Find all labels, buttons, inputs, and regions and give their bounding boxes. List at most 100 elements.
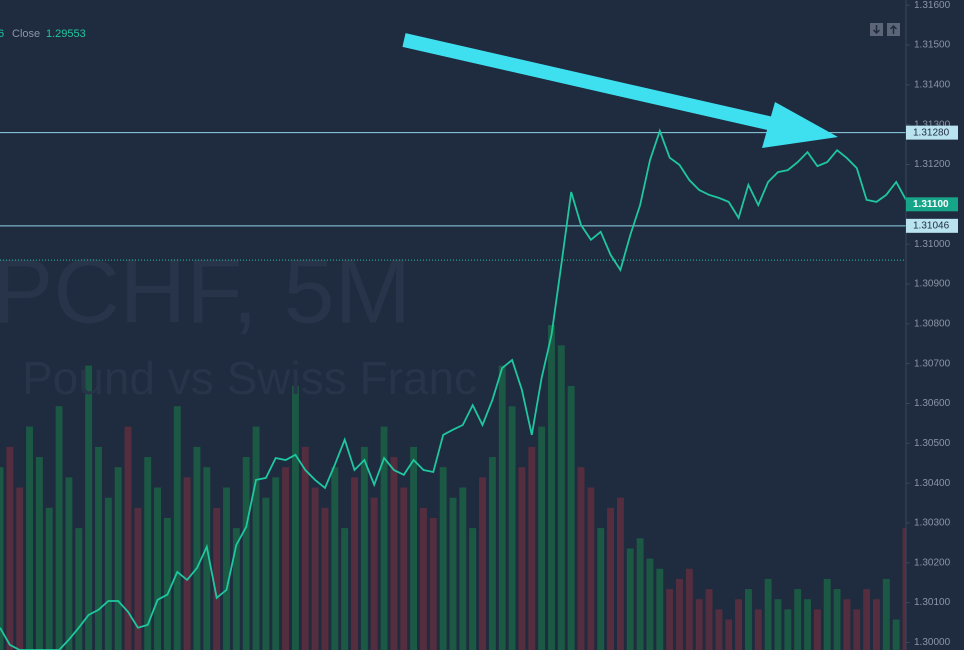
volume-bar	[203, 467, 211, 650]
y-tick-label: 1.30700	[914, 358, 951, 369]
volume-bar	[282, 467, 290, 650]
volume-bar	[557, 345, 565, 650]
volume-bar	[252, 426, 260, 650]
volume-bar	[548, 325, 555, 650]
volume-bar	[882, 578, 890, 650]
volume-bar	[725, 619, 733, 650]
volume-bar	[636, 538, 644, 650]
volume-bar	[85, 365, 93, 650]
volume-bar	[65, 477, 73, 650]
level-label-box	[906, 218, 958, 233]
volume-bar	[607, 507, 615, 650]
price-pane	[0, 128, 906, 650]
y-tick-label: 1.31000	[914, 239, 951, 250]
pane-buttons	[870, 23, 900, 36]
volume-bar	[114, 467, 122, 650]
volume-bar	[213, 507, 221, 650]
volume-bar	[75, 528, 83, 650]
volume-bar	[804, 599, 811, 650]
volume-bar	[291, 385, 299, 650]
volume-bar	[55, 406, 63, 650]
volume-bar	[587, 487, 595, 650]
volume-bar	[626, 548, 634, 650]
volume-bar	[833, 589, 841, 650]
volume-bar	[154, 487, 162, 650]
watermark-symbol: PCHF, 5M	[0, 240, 411, 342]
y-tick-label: 1.30400	[914, 478, 951, 489]
level-label: 1.31046	[913, 220, 950, 231]
volume-bar	[301, 446, 309, 650]
close-value: 1.29553	[46, 28, 86, 40]
volume-bar	[459, 487, 467, 650]
price-axis: 1.30000 1.30100 1.30200 1.30300 1.30400 1.305…	[906, 0, 958, 648]
volume-bar	[823, 578, 831, 650]
volume-bar	[764, 578, 772, 650]
volume-bar	[695, 599, 703, 650]
volume-bar	[498, 365, 506, 650]
volume-bar	[892, 619, 900, 650]
volume-bar	[429, 517, 437, 650]
volume-bar	[873, 599, 880, 650]
y-tick-label: 1.30900	[914, 279, 951, 290]
volume-bar	[26, 426, 33, 650]
current-price-box	[906, 197, 958, 212]
volume-bar	[144, 457, 152, 650]
volume-bar	[784, 609, 792, 650]
annotation-arrow	[402, 33, 838, 148]
volume-bar	[597, 528, 605, 650]
volume-bar	[232, 528, 240, 650]
volume-bar	[853, 609, 861, 650]
volume-bar	[410, 446, 418, 650]
volume-bar	[390, 457, 398, 650]
volume-bar	[321, 507, 329, 650]
header-prefix: 6	[0, 28, 4, 40]
pane-button-icon	[872, 24, 898, 35]
volume-bar	[331, 467, 339, 650]
volume-bar	[685, 568, 693, 650]
volume-bar	[104, 497, 112, 650]
volume-bar	[656, 568, 664, 650]
volume-bar	[193, 446, 201, 650]
volume-bar	[449, 497, 457, 650]
arrow-shaft	[402, 33, 792, 135]
y-tick-label: 1.30000	[914, 637, 951, 648]
volume-bar	[134, 507, 142, 650]
y-tick-label: 1.30800	[914, 318, 951, 329]
volume-bar	[794, 589, 802, 650]
volume-bar	[163, 517, 171, 650]
volume-bar	[95, 446, 102, 650]
volume-bar	[439, 467, 447, 650]
volume-bar	[311, 487, 319, 650]
volume-bar	[666, 589, 674, 650]
volume-bar	[400, 487, 408, 650]
volume-bar	[567, 385, 575, 650]
volume-bar	[183, 477, 191, 650]
volume-bar	[646, 558, 654, 650]
volume-bar	[843, 599, 851, 650]
volume-bar	[341, 528, 349, 650]
volume-bar	[715, 609, 723, 650]
y-tick-label: 1.30100	[914, 597, 951, 608]
volume-bar	[902, 528, 906, 650]
volume-bar	[380, 426, 388, 650]
volume-bar	[262, 497, 270, 650]
volume-bar	[754, 609, 762, 650]
watermark-description: Pound vs Swiss Franc	[22, 352, 477, 404]
volume-bar	[223, 487, 230, 650]
volume-bar	[360, 446, 368, 650]
level-label-box	[906, 125, 958, 140]
y-tick-label: 1.31400	[914, 79, 951, 90]
y-tick-label: 1.31600	[914, 0, 951, 11]
volume-bar	[173, 406, 181, 650]
volume-bar	[45, 507, 53, 650]
volume-pane	[0, 325, 906, 650]
current-price-label: 1.31100	[913, 199, 949, 210]
volume-bar	[35, 457, 43, 650]
volume-bar	[370, 497, 378, 650]
volume-bar	[676, 578, 683, 650]
volume-bar	[528, 446, 536, 650]
y-tick-label: 1.30300	[914, 518, 951, 529]
volume-bar	[616, 497, 624, 650]
volume-bar	[479, 477, 486, 650]
